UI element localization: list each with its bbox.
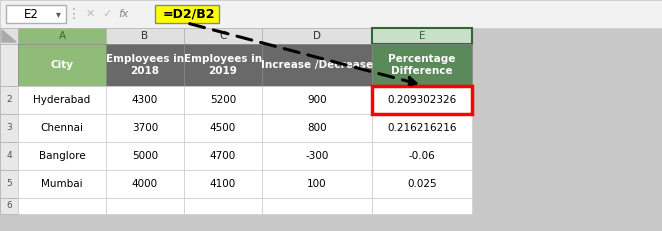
FancyBboxPatch shape xyxy=(372,142,472,170)
FancyBboxPatch shape xyxy=(0,0,662,28)
FancyBboxPatch shape xyxy=(262,170,372,198)
FancyBboxPatch shape xyxy=(106,114,184,142)
FancyBboxPatch shape xyxy=(262,198,372,214)
Text: 3700: 3700 xyxy=(132,123,158,133)
Text: 4: 4 xyxy=(6,152,12,161)
Text: -0.06: -0.06 xyxy=(408,151,436,161)
Text: =D2/B2: =D2/B2 xyxy=(163,7,216,21)
FancyBboxPatch shape xyxy=(372,114,472,142)
FancyBboxPatch shape xyxy=(18,44,106,86)
FancyBboxPatch shape xyxy=(262,86,372,114)
FancyBboxPatch shape xyxy=(262,28,372,44)
Text: 0.025: 0.025 xyxy=(407,179,437,189)
Text: B: B xyxy=(142,31,148,41)
FancyBboxPatch shape xyxy=(6,5,66,23)
FancyBboxPatch shape xyxy=(18,114,106,142)
FancyBboxPatch shape xyxy=(184,44,262,86)
Text: Employees in
2018: Employees in 2018 xyxy=(106,54,184,76)
FancyBboxPatch shape xyxy=(262,142,372,170)
FancyBboxPatch shape xyxy=(0,44,18,86)
Text: 4300: 4300 xyxy=(132,95,158,105)
Text: 5000: 5000 xyxy=(132,151,158,161)
Text: Chennai: Chennai xyxy=(40,123,83,133)
FancyBboxPatch shape xyxy=(184,28,262,44)
Text: ⋮: ⋮ xyxy=(67,7,81,21)
FancyBboxPatch shape xyxy=(0,170,18,198)
FancyBboxPatch shape xyxy=(372,86,472,114)
Text: 4000: 4000 xyxy=(132,179,158,189)
FancyBboxPatch shape xyxy=(184,114,262,142)
FancyBboxPatch shape xyxy=(0,198,18,214)
Text: ▾: ▾ xyxy=(56,9,60,19)
FancyBboxPatch shape xyxy=(106,198,184,214)
Text: 800: 800 xyxy=(307,123,327,133)
Text: Hyderabad: Hyderabad xyxy=(33,95,91,105)
Text: 4700: 4700 xyxy=(210,151,236,161)
Text: D: D xyxy=(313,31,321,41)
Text: Mumbai: Mumbai xyxy=(41,179,83,189)
Text: fx: fx xyxy=(118,9,128,19)
Text: -300: -300 xyxy=(305,151,329,161)
Text: Increase /Decrease: Increase /Decrease xyxy=(261,60,373,70)
FancyBboxPatch shape xyxy=(106,142,184,170)
FancyBboxPatch shape xyxy=(18,86,106,114)
FancyBboxPatch shape xyxy=(0,142,18,170)
Text: 6: 6 xyxy=(6,201,12,210)
FancyBboxPatch shape xyxy=(18,142,106,170)
FancyBboxPatch shape xyxy=(372,198,472,214)
Text: A: A xyxy=(58,31,66,41)
FancyBboxPatch shape xyxy=(372,44,472,86)
Text: ✓: ✓ xyxy=(102,9,111,19)
Text: Banglore: Banglore xyxy=(38,151,85,161)
Text: 4100: 4100 xyxy=(210,179,236,189)
Text: 900: 900 xyxy=(307,95,327,105)
Text: 4500: 4500 xyxy=(210,123,236,133)
FancyBboxPatch shape xyxy=(184,86,262,114)
Text: Percentage
Difference: Percentage Difference xyxy=(389,54,455,76)
Text: 0.216216216: 0.216216216 xyxy=(387,123,457,133)
FancyBboxPatch shape xyxy=(106,28,184,44)
FancyBboxPatch shape xyxy=(18,170,106,198)
FancyBboxPatch shape xyxy=(372,28,472,44)
FancyBboxPatch shape xyxy=(0,86,18,114)
Text: 100: 100 xyxy=(307,179,327,189)
Text: Employees in
2019: Employees in 2019 xyxy=(184,54,262,76)
FancyBboxPatch shape xyxy=(106,44,184,86)
FancyBboxPatch shape xyxy=(372,86,472,114)
Text: C: C xyxy=(219,31,226,41)
Text: E2: E2 xyxy=(24,7,38,21)
FancyBboxPatch shape xyxy=(262,44,372,86)
FancyBboxPatch shape xyxy=(372,170,472,198)
FancyBboxPatch shape xyxy=(0,114,18,142)
Text: City: City xyxy=(50,60,73,70)
FancyBboxPatch shape xyxy=(184,198,262,214)
Text: E: E xyxy=(419,31,425,41)
Text: ✕: ✕ xyxy=(86,9,95,19)
Text: 0.209302326: 0.209302326 xyxy=(387,95,457,105)
FancyBboxPatch shape xyxy=(262,114,372,142)
Text: 0.209302326: 0.209302326 xyxy=(387,95,457,105)
FancyBboxPatch shape xyxy=(184,170,262,198)
Text: 3: 3 xyxy=(6,124,12,133)
FancyBboxPatch shape xyxy=(106,86,184,114)
FancyBboxPatch shape xyxy=(18,28,106,44)
FancyBboxPatch shape xyxy=(184,142,262,170)
Text: 5: 5 xyxy=(6,179,12,188)
FancyBboxPatch shape xyxy=(106,170,184,198)
FancyBboxPatch shape xyxy=(155,5,219,23)
FancyBboxPatch shape xyxy=(0,28,18,44)
FancyBboxPatch shape xyxy=(18,198,106,214)
Text: 5200: 5200 xyxy=(210,95,236,105)
Polygon shape xyxy=(2,30,16,42)
Text: 2: 2 xyxy=(6,95,12,104)
